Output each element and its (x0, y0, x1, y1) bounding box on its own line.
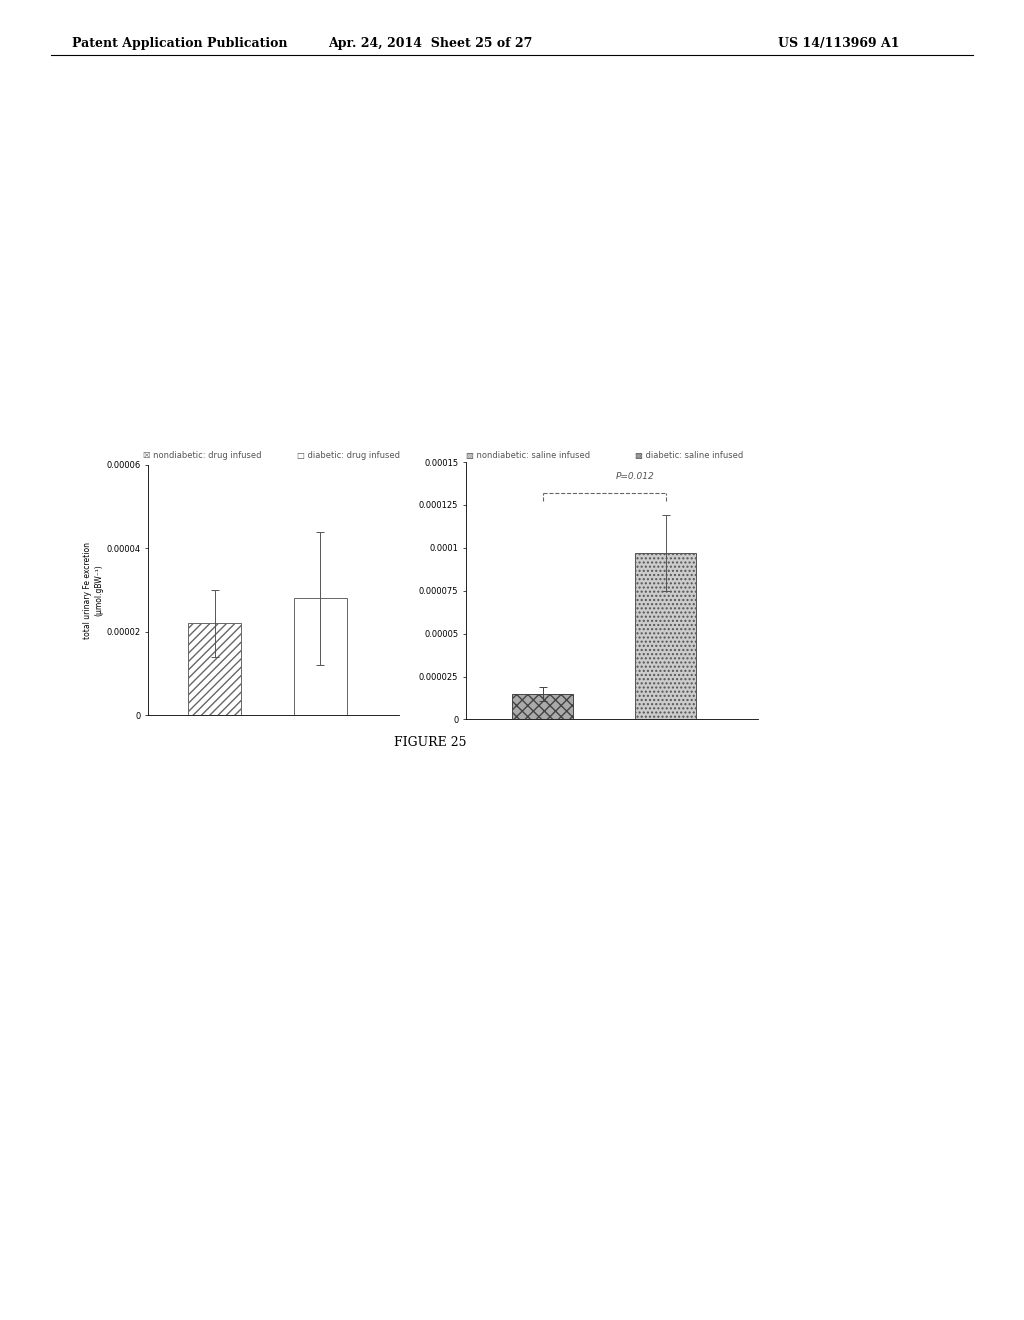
Bar (635, 553, 696, 719)
Y-axis label: total urinary Fe excretion
(µmol.gBW⁻¹): total urinary Fe excretion (µmol.gBW⁻¹) (83, 541, 103, 639)
Text: P=0.012: P=0.012 (615, 473, 654, 482)
Text: FIGURE 25: FIGURE 25 (394, 735, 466, 748)
Text: ▨ nondiabetic: saline infused: ▨ nondiabetic: saline infused (466, 451, 590, 459)
Bar (294, 598, 346, 715)
Text: ▩ diabetic: saline infused: ▩ diabetic: saline infused (635, 451, 743, 459)
Text: US 14/113969 A1: US 14/113969 A1 (778, 37, 900, 50)
Text: ☒ nondiabetic: drug infused: ☒ nondiabetic: drug infused (143, 451, 262, 459)
Text: □ diabetic: drug infused: □ diabetic: drug infused (297, 451, 400, 459)
Text: Apr. 24, 2014  Sheet 25 of 27: Apr. 24, 2014 Sheet 25 of 27 (328, 37, 532, 50)
Bar (188, 623, 241, 715)
Bar (512, 694, 573, 719)
Text: Patent Application Publication: Patent Application Publication (72, 37, 287, 50)
